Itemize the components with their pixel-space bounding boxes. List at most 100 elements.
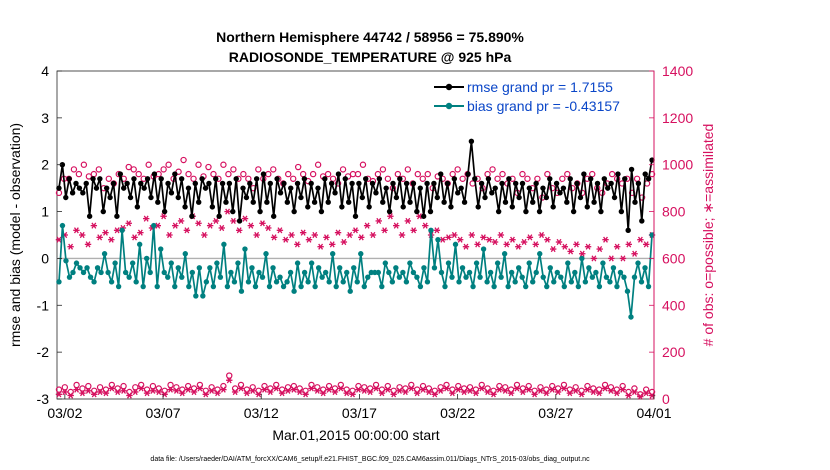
- obs-assimilated-marker: [218, 224, 225, 232]
- bias-point: [151, 222, 157, 229]
- bias-point: [196, 265, 203, 271]
- legend-rmse-marker: [445, 83, 453, 91]
- obs-assimilated-marker: [513, 385, 521, 392]
- bias-point: [143, 255, 150, 262]
- bias-point: [463, 274, 469, 280]
- rmse-point: [199, 176, 205, 182]
- rmse-point: [182, 204, 188, 210]
- bias-point: [621, 274, 627, 280]
- legend-box: [429, 75, 647, 121]
- obs-assimilated-marker: [449, 390, 456, 397]
- bias-point: [294, 260, 301, 266]
- obs-assimilated-marker: [67, 243, 74, 250]
- rmse-point: [192, 180, 199, 187]
- rmse-point: [390, 180, 396, 187]
- obs-assimilated-marker: [637, 393, 644, 400]
- obs-assimilated-marker: [302, 391, 309, 398]
- obs-possible-marker: [559, 175, 566, 182]
- obs-possible-marker: [145, 161, 152, 168]
- obs-possible-marker: [290, 175, 297, 182]
- rmse-point: [124, 180, 130, 187]
- obs-possible-marker: [544, 170, 551, 178]
- bias-point: [523, 283, 529, 290]
- obs-assimilated-marker: [486, 236, 493, 243]
- obs-assimilated-marker: [132, 388, 139, 396]
- obs-assimilated-marker: [325, 386, 333, 393]
- rmse-point: [574, 180, 580, 187]
- rmse-point: [543, 194, 550, 201]
- bias-point: [189, 269, 196, 276]
- obs-possible-marker: [459, 175, 466, 182]
- bias-point: [305, 279, 311, 285]
- obs-assimilated-marker: [202, 391, 209, 398]
- obs-assimilated-marker: [120, 387, 127, 394]
- rmse-point: [294, 180, 301, 187]
- obs-assimilated-marker: [177, 217, 185, 225]
- obs-assimilated-marker: [308, 385, 315, 392]
- bias-point: [382, 260, 389, 266]
- obs-assimilated-marker: [554, 388, 562, 396]
- rmse-point: [417, 185, 423, 191]
- obs-possible-marker: [167, 381, 174, 389]
- obs-assimilated-marker: [79, 390, 86, 397]
- obs-assimilated-marker: [179, 390, 186, 397]
- rmse-point: [605, 185, 611, 191]
- x-tick-label: 03/17: [342, 405, 377, 421]
- rmse-point: [213, 176, 219, 182]
- rmse-point: [564, 199, 570, 205]
- rmse-point: [352, 213, 359, 219]
- obs-assimilated-marker: [532, 241, 539, 248]
- legend: rmse grand pr = 1.7155 bias grand pr = -…: [429, 75, 647, 121]
- bias-point: [235, 260, 241, 266]
- obs-possible-marker: [79, 385, 86, 392]
- rmse-point: [485, 176, 492, 182]
- data-file-footer: data file: /Users/raeder/DAI/ATM_forcXX/…: [150, 456, 590, 463]
- obs-assimilated-marker: [366, 388, 374, 396]
- bias-point: [115, 283, 122, 290]
- bias-point: [252, 283, 259, 290]
- obs-assimilated-marker: [67, 392, 74, 399]
- y-left-tick-label: 0: [41, 250, 49, 266]
- bias-point: [322, 269, 329, 276]
- rmse-point: [472, 176, 478, 182]
- rmse-point: [230, 208, 236, 215]
- y-left-tick-label: -3: [37, 391, 50, 407]
- obs-assimilated-marker: [85, 387, 92, 394]
- obs-assimilated-marker: [220, 386, 227, 393]
- obs-assimilated-marker: [230, 217, 237, 225]
- rmse-point: [645, 176, 652, 182]
- rmse-point: [458, 185, 464, 191]
- rmse-point: [451, 176, 458, 182]
- obs-possible-marker: [314, 161, 322, 168]
- bias-point: [466, 269, 473, 276]
- obs-assimilated-marker: [331, 388, 339, 396]
- bias-point: [154, 283, 160, 290]
- bias-point: [470, 283, 476, 290]
- obs-assimilated-marker: [190, 388, 198, 396]
- obs-assimilated-marker: [102, 390, 110, 397]
- obs-assimilated-marker: [241, 215, 249, 222]
- obs-assimilated-marker: [543, 390, 550, 397]
- rmse-point: [478, 180, 485, 187]
- obs-assimilated-marker: [595, 390, 603, 397]
- rmse-point: [359, 194, 366, 201]
- bias-point: [575, 283, 582, 290]
- obs-possible-marker: [240, 170, 247, 178]
- obs-assimilated-marker: [137, 229, 144, 236]
- obs-assimilated-marker: [142, 215, 150, 222]
- obs-assimilated-marker: [602, 236, 609, 243]
- obs-assimilated-marker: [90, 391, 98, 398]
- rmse-point: [625, 227, 631, 234]
- obs-assimilated-marker: [278, 390, 286, 397]
- obs-assimilated-marker: [496, 386, 503, 393]
- obs-assimilated-marker: [265, 224, 272, 232]
- bias-point: [607, 279, 613, 285]
- rmse-point: [526, 185, 533, 191]
- obs-assimilated-marker: [484, 388, 491, 396]
- rmse-point: [420, 213, 427, 219]
- bias-point: [459, 265, 466, 271]
- rmse-point: [76, 185, 83, 191]
- obs-assimilated-marker: [520, 238, 528, 246]
- bias-point: [410, 269, 417, 276]
- obs-assimilated-marker: [642, 390, 650, 397]
